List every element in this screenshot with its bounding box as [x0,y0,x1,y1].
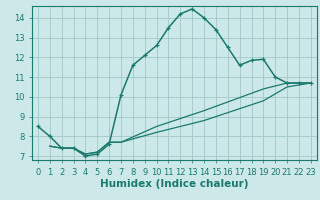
X-axis label: Humidex (Indice chaleur): Humidex (Indice chaleur) [100,179,249,189]
